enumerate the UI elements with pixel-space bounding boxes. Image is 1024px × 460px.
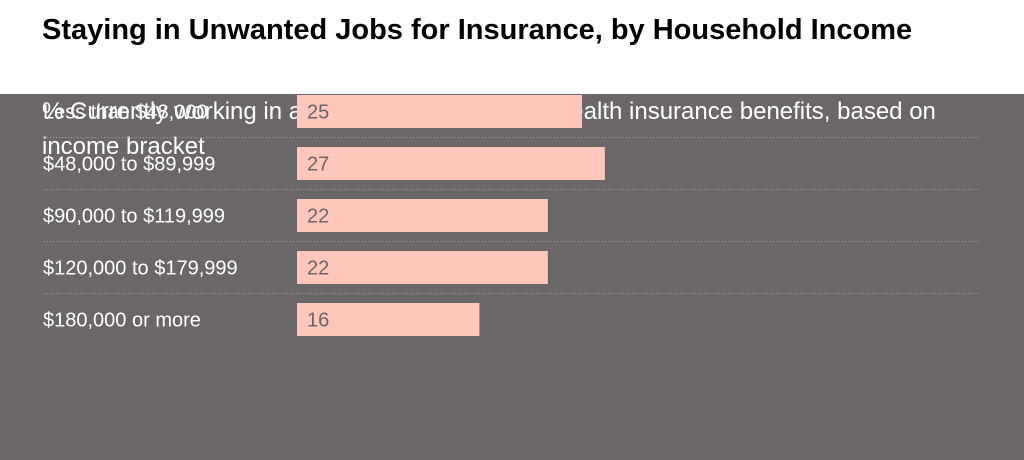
chart-title: Staying in Unwanted Jobs for Insurance, … (42, 14, 913, 46)
category-label: $48,000 to $89,999 (43, 154, 215, 176)
value-label: 16 (307, 310, 329, 332)
bar-chart: Less than $48,000 25 $48,000 to $89,999 27 $… (43, 95, 980, 336)
category-label: $120,000 to $179,999 (43, 258, 238, 280)
category-label: $180,000 or more (43, 310, 201, 332)
bar (297, 147, 605, 180)
value-label: 22 (307, 258, 329, 280)
bar (297, 303, 480, 336)
bar (297, 251, 548, 284)
category-label: Less than $48,000 (43, 102, 208, 124)
category-label: $90,000 to $119,999 (43, 206, 225, 228)
bar (297, 95, 582, 128)
value-label: 22 (307, 206, 329, 228)
value-label: 27 (307, 154, 329, 176)
bar (297, 199, 548, 232)
value-label: 25 (307, 102, 329, 124)
